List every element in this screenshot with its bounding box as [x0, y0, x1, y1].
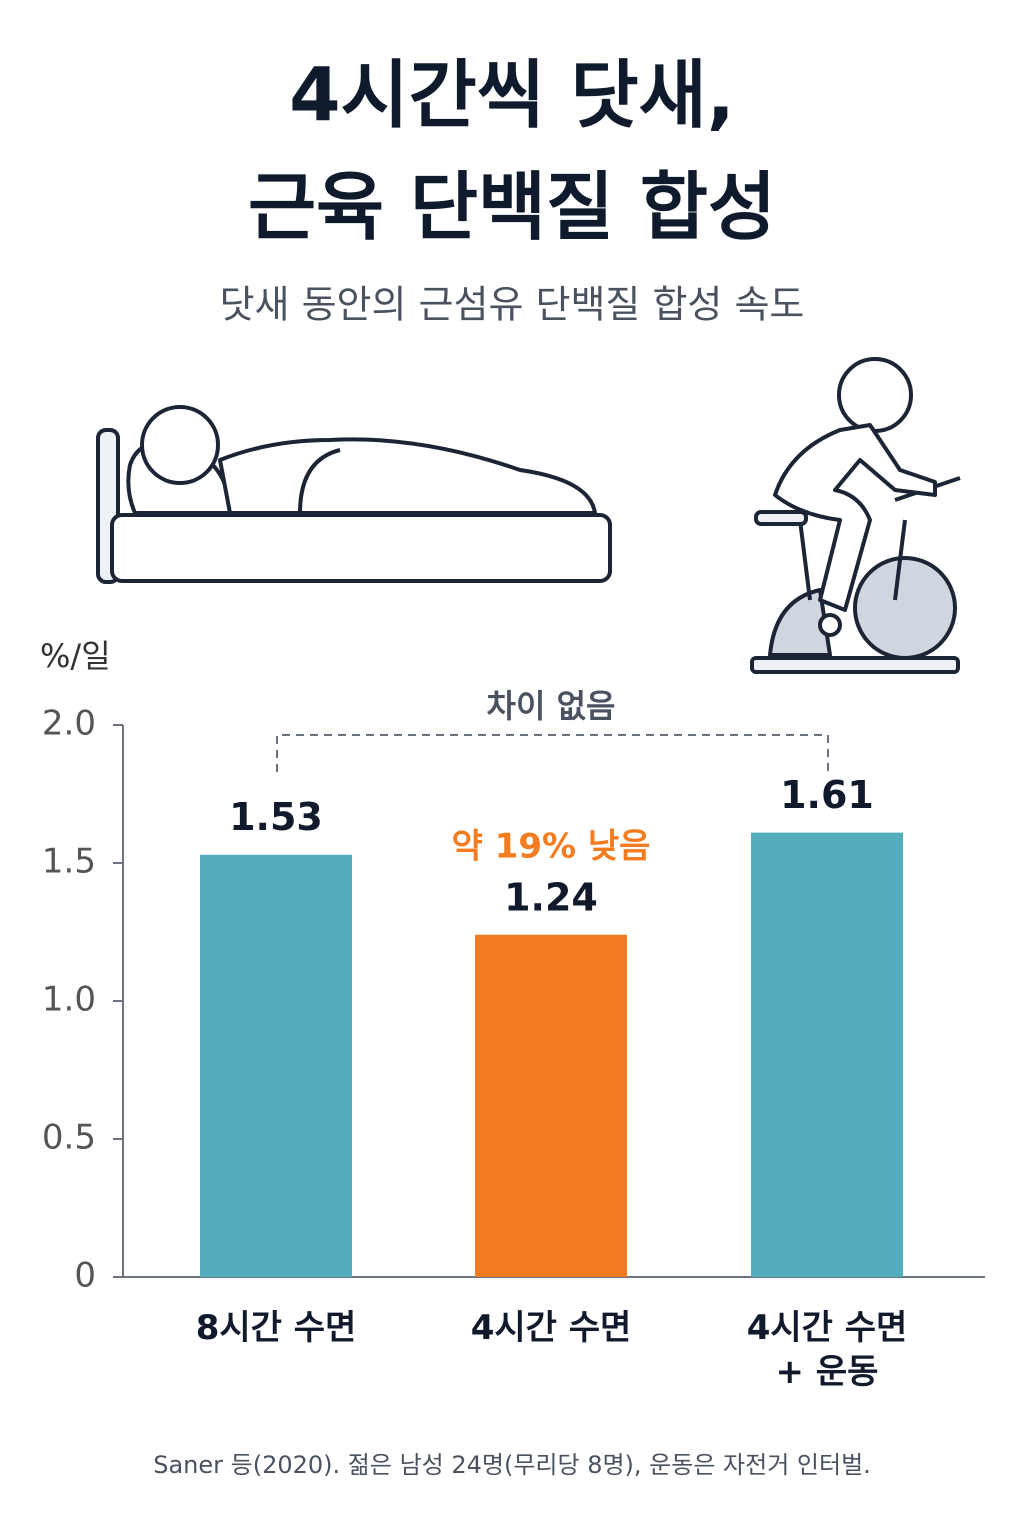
- title-line: 4시간씩 닷새,: [289, 53, 735, 139]
- bar: [751, 832, 903, 1277]
- bar-note: 약 19% 낮음: [452, 826, 651, 866]
- source: Saner 등(2020). 젊은 남성 24명(무리당 8명), 운동은 자전…: [153, 1451, 871, 1479]
- y-tick-label: 0.5: [42, 1118, 96, 1158]
- subtitle: 닷새 동안의 근섬유 단백질 합성 속도: [220, 283, 805, 327]
- value-label: 1.24: [504, 875, 598, 919]
- x-tick-label: 4시간 수면: [470, 1308, 632, 1348]
- bracket: [276, 734, 829, 772]
- y-tick-label: 1.0: [42, 980, 96, 1020]
- bar: [200, 854, 352, 1277]
- title-line: 근육 단백질 합성: [248, 165, 776, 251]
- bike-illustration: [750, 357, 961, 674]
- x-tick-label: 4시간 수면 + 운동: [746, 1308, 908, 1392]
- y-tick-label: 0: [74, 1256, 96, 1296]
- x-tick-label: 8시간 수면: [195, 1308, 357, 1348]
- y-axis-label: %/일: [40, 637, 111, 675]
- y-tick-label: 1.5: [42, 842, 96, 882]
- bracket-note: 차이 없음: [487, 687, 616, 725]
- bar: [475, 934, 627, 1277]
- y-tick-label: 2.0: [42, 704, 96, 744]
- value-label: 1.61: [780, 773, 874, 817]
- sleep-illustration: [96, 405, 612, 584]
- value-label: 1.53: [229, 795, 323, 839]
